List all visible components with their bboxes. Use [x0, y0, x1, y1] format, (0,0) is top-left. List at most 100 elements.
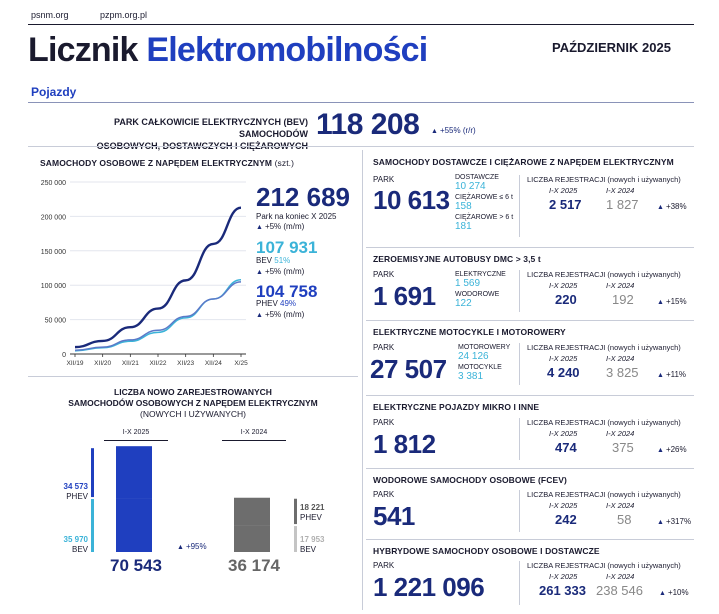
- motos-bottom: [366, 395, 694, 396]
- y-tick-label: 100 000: [41, 283, 66, 290]
- bars-title-line1: LICZBA NOWO ZAREJESTROWANYCH: [114, 387, 272, 397]
- hybrid-col1: I-X 2025: [549, 572, 578, 581]
- trucks-breakdown: DOSTAWCZE 10 274 CIĘŻAROWE ≤ 6 t 158 CIĘ…: [455, 173, 514, 232]
- bars-title-line2: SAMOCHODÓW OSOBOWYCH Z NAPĘDEM ELEKTRYCZ…: [68, 398, 318, 408]
- buses-col2: I-X 2024: [606, 281, 635, 290]
- passenger-title: SAMOCHODY OSOBOWE Z NAPĘDEM ELEKTRYCZNYM…: [40, 158, 294, 168]
- fcev-change: +317%: [657, 517, 691, 526]
- bar-cat-2025-line: [104, 440, 168, 441]
- fcev-park-label: PARK: [373, 490, 395, 499]
- buses-sub1-label: ELEKTRYCZNE: [455, 271, 506, 278]
- hybrid-reg2024: 238 546: [596, 583, 643, 598]
- motos-col1: I-X 2025: [549, 354, 578, 363]
- page-title: Licznik Elektromobilności: [28, 31, 428, 70]
- y-tick-label: 150 000: [41, 249, 66, 256]
- x-tick-label: XII/19: [67, 360, 84, 367]
- trucks-col2: I-X 2024: [606, 186, 635, 195]
- hybrid-park-value: 1 221 096: [373, 572, 485, 602]
- bars-change: +95%: [177, 542, 207, 551]
- micro-change: +26%: [657, 445, 687, 454]
- bar-phev-2024-label: 18 221 PHEV: [300, 503, 324, 523]
- buses-sub2-value: 122: [455, 298, 472, 309]
- passenger-unit: (szt.): [274, 158, 295, 168]
- total-fleet-value: 212 689: [256, 182, 350, 212]
- motos-park-label: PARK: [373, 343, 395, 352]
- fcev-col1: I-X 2025: [549, 501, 578, 510]
- trucks-park-value: 10 613: [373, 185, 450, 215]
- y-tick-label: 200 000: [41, 214, 66, 221]
- site-link-pzpm[interactable]: pzpm.org.pl: [100, 10, 148, 20]
- phev-fleet-label: PHEV 49%: [256, 299, 296, 308]
- motos-col2: I-X 2024: [606, 354, 635, 363]
- phev-fleet-value: 104 758: [256, 282, 318, 301]
- bar-bev-segment: [116, 498, 152, 552]
- total-value: 118 208: [316, 108, 420, 141]
- motos-sub2-value: 3 381: [458, 371, 484, 382]
- hybrid-reg2025: 261 333: [539, 583, 586, 598]
- trucks-reg-head: LICZBA REJESTRACJI (nowych i używanych): [527, 175, 681, 184]
- bev-2025-text: BEV: [71, 545, 88, 554]
- hybrid-park-label: PARK: [373, 561, 395, 570]
- motos-reg-head: LICZBA REJESTRACJI (nowych i używanych): [527, 343, 681, 352]
- x-tick-label: XII/23: [177, 360, 194, 367]
- phev-2024-text: PHEV: [300, 513, 322, 522]
- total-fleet-change: +5% (m/m): [256, 222, 304, 231]
- hybrid-col2: I-X 2024: [606, 572, 635, 581]
- buses-title: ZEROEMISYJNE AUTOBUSY DMC > 3,5 t: [373, 254, 541, 264]
- buses-park-label: PARK: [373, 270, 395, 279]
- motos-reg2024: 3 825: [606, 365, 639, 380]
- passenger-title-text: SAMOCHODY OSOBOWE Z NAPĘDEM ELEKTRYCZNYM: [40, 158, 273, 168]
- micro-col1: I-X 2025: [549, 429, 578, 438]
- section-title: Pojazdy: [31, 85, 77, 99]
- trucks-sub3-label: CIĘŻAROWE > 6 t: [455, 214, 514, 221]
- fcev-park-value: 541: [373, 501, 415, 531]
- line-chart: 0 50 000 100 000 150 000 200 000 250 000 XII/1…: [41, 180, 248, 367]
- buses-reg-head: LICZBA REJESTRACJI (nowych i używanych): [527, 270, 681, 279]
- micro-divider: [519, 418, 520, 460]
- phev-2025-value: 34 573: [63, 482, 88, 491]
- motos-sub2-label: MOTOCYKLE: [458, 364, 502, 371]
- motos-park-value: 27 507: [370, 354, 447, 384]
- period-label: PAŹDZIERNIK 2025: [552, 40, 671, 55]
- bar-cat-2024: I-X 2024: [240, 429, 268, 436]
- trucks-reg2025: 2 517: [549, 197, 582, 212]
- series-line: [74, 206, 242, 349]
- site-link-psnm[interactable]: psnm.org: [31, 10, 69, 20]
- bar-total-2024: 36 174: [228, 556, 280, 575]
- micro-col2: I-X 2024: [606, 429, 635, 438]
- bars-title-line3: (NOWYCH I UŻYWANYCH): [140, 409, 246, 419]
- bar-cat-2025: I-X 2025: [122, 429, 150, 436]
- trucks-sub1-value: 10 274: [455, 181, 486, 192]
- bev-share: 51%: [274, 256, 291, 265]
- fcev-reg2024: 58: [617, 512, 632, 527]
- motos-breakdown: MOTOROWERY 24 126 MOTOCYKLE 3 381: [458, 343, 511, 382]
- motos-sub1-label: MOTOROWERY: [458, 344, 511, 351]
- total-change: +55% (r/r): [431, 126, 476, 135]
- title-part1: Licznik: [28, 31, 138, 69]
- trucks-sub2-label: CIĘŻAROWE ≤ 6 t: [455, 194, 513, 201]
- y-tick-label: 0: [62, 352, 66, 359]
- micro-title: ELEKTRYCZNE POJAZDY MIKRO I INNE: [373, 402, 540, 412]
- trucks-bottom: [366, 247, 694, 248]
- buses-park-value: 1 691: [373, 281, 436, 311]
- motos-title: ELEKTRYCZNE MOTOCYKLE I MOTOROWERY: [373, 327, 566, 337]
- hybrid-divider: [519, 561, 520, 605]
- bar-total-2025: 70 543: [110, 556, 162, 575]
- bev-2024-value: 17 953: [300, 535, 325, 544]
- x-tick-label: XII/24: [205, 360, 222, 367]
- bar-cat-2024-line: [222, 440, 286, 441]
- trucks-title: SAMOCHODY DOSTAWCZE I CIĘŻAROWE Z NAPĘDE…: [373, 157, 674, 167]
- micro-reg2024: 375: [612, 440, 634, 455]
- bar-chart: [91, 446, 297, 552]
- hybrid-change: +10%: [659, 588, 689, 597]
- phev-2024-marker: [294, 498, 297, 525]
- bev-fleet-value: 107 931: [256, 238, 318, 257]
- buses-reg2025: 220: [555, 292, 577, 307]
- motos-sub1-value: 24 126: [458, 351, 489, 362]
- micro-park-label: PARK: [373, 418, 395, 427]
- phev-label: PHEV: [256, 299, 278, 308]
- buses-col1: I-X 2025: [549, 281, 578, 290]
- bar-bev-segment: [234, 525, 270, 552]
- fcev-reg2025: 242: [555, 512, 577, 527]
- bev-fleet-change: +5% (m/m): [256, 267, 304, 276]
